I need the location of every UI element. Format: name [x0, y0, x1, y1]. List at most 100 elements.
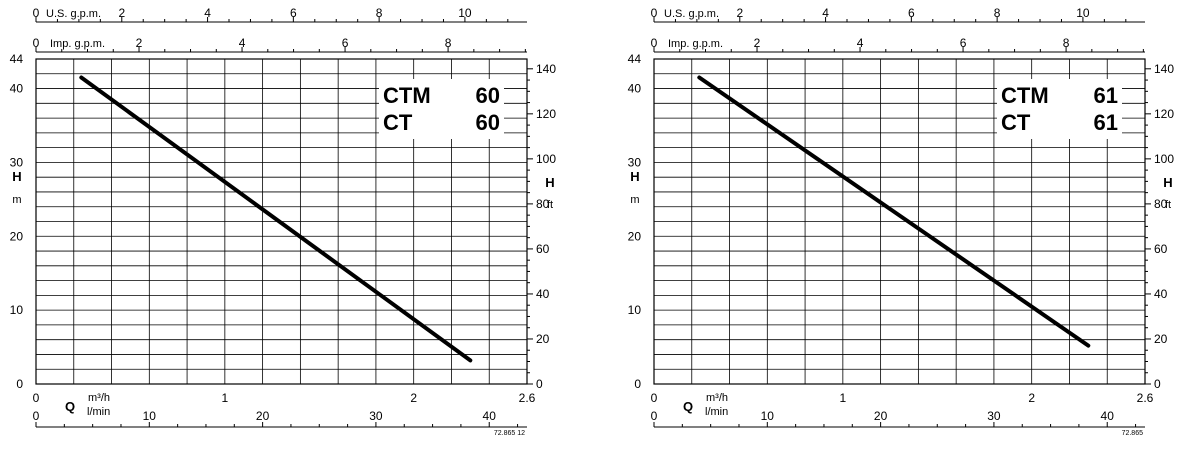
model-name: CTM — [383, 83, 431, 108]
y-axis-unit-right: ft — [1165, 199, 1171, 211]
usgpm-tick: 2 — [118, 6, 125, 20]
x-unit-lmin: l/min — [87, 406, 110, 418]
y-tick-ft: 80 — [536, 197, 550, 211]
usgpm-tick: 2 — [736, 6, 743, 20]
model-name: CT — [1001, 110, 1031, 135]
model-label-box — [379, 79, 504, 139]
y-tick-ft: 20 — [1154, 332, 1168, 346]
usgpm-tick: 6 — [290, 6, 297, 20]
x-unit-m3h: m³/h — [88, 392, 110, 404]
y-tick-m: 20 — [10, 229, 24, 243]
x-tick-lmin: 40 — [1101, 409, 1115, 423]
x-unit-m3h: m³/h — [706, 392, 728, 404]
model-number: 60 — [476, 83, 500, 108]
performance-curve — [79, 75, 473, 363]
y-axis-label-left: H — [12, 169, 21, 184]
x-tick-lmin: 0 — [33, 409, 40, 423]
impgpm-axis-label: Imp. g.p.m. — [668, 38, 723, 50]
x-tick-lmin: 30 — [369, 409, 383, 423]
usgpm-tick: 8 — [376, 6, 383, 20]
y-tick-m: 0 — [634, 377, 641, 391]
impgpm-tick: 8 — [445, 36, 452, 50]
usgpm-tick: 10 — [1076, 6, 1090, 20]
plot-frame — [35, 58, 528, 385]
x-tick-m3h: 2 — [410, 391, 417, 405]
model-number: 61 — [1094, 83, 1118, 108]
lmin-axis-ticks — [35, 422, 527, 428]
x-tick-lmin: 20 — [874, 409, 888, 423]
x-tick-lmin: 10 — [143, 409, 157, 423]
x-unit-lmin: l/min — [705, 406, 728, 418]
impgpm-tick: 6 — [960, 36, 967, 50]
x-tick-lmin: 40 — [483, 409, 497, 423]
y-tick-ft: 60 — [1154, 242, 1168, 256]
chart-reference-code: 72.865 12 — [494, 430, 525, 437]
usgpm-tick: 0 — [33, 6, 40, 20]
performance-curve — [697, 75, 1091, 348]
y-tick-m: 0 — [16, 377, 23, 391]
usgpm-tick: 10 — [458, 6, 472, 20]
y-tick-ft: 0 — [1154, 377, 1161, 391]
model-name: CT — [383, 110, 413, 135]
y-tick-ft: 40 — [1154, 287, 1168, 301]
model-number: 60 — [476, 110, 500, 135]
model-label-box — [997, 79, 1122, 139]
x-tick-lmin: 10 — [761, 409, 775, 423]
x-tick-lmin: 0 — [651, 409, 658, 423]
y-tick-m: 44 — [10, 52, 24, 66]
usgpm-tick: 4 — [822, 6, 829, 20]
y-tick-m: 30 — [10, 155, 24, 169]
y-tick-ft: 100 — [536, 152, 556, 166]
impgpm-tick: 6 — [342, 36, 349, 50]
model-number: 61 — [1094, 110, 1118, 135]
usgpm-tick: 6 — [908, 6, 915, 20]
y-tick-m: 30 — [628, 155, 642, 169]
y-tick-m: 10 — [10, 303, 24, 317]
right-axis-ticks — [1145, 68, 1151, 385]
y-tick-ft: 120 — [536, 107, 556, 121]
chart-reference-code: 72.865 — [1122, 430, 1144, 437]
right-axis-ticks — [527, 68, 533, 385]
y-tick-ft: 40 — [536, 287, 550, 301]
x-tick-m3h: 0 — [33, 391, 40, 405]
top-axes-ticks — [35, 17, 527, 53]
x-tick-m3h: 2 — [1028, 391, 1035, 405]
y-axis-label-left: H — [630, 169, 639, 184]
x-axis-label: Q — [65, 399, 75, 414]
usgpm-axis-label: U.S. g.p.m. — [46, 8, 101, 20]
usgpm-tick: 0 — [651, 6, 658, 20]
impgpm-tick: 0 — [33, 36, 40, 50]
usgpm-tick: 8 — [994, 6, 1001, 20]
impgpm-tick: 4 — [239, 36, 246, 50]
y-axis-unit-left: m — [12, 194, 21, 206]
y-tick-m: 10 — [628, 303, 642, 317]
impgpm-tick: 4 — [857, 36, 864, 50]
y-axis-unit-left: m — [630, 194, 639, 206]
y-tick-ft: 120 — [1154, 107, 1174, 121]
impgpm-tick: 2 — [136, 36, 143, 50]
x-tick-m3h: 2.6 — [1137, 391, 1154, 405]
x-tick-m3h: 1 — [222, 391, 229, 405]
plot-frame — [653, 58, 1146, 385]
x-tick-lmin: 30 — [987, 409, 1001, 423]
x-tick-m3h: 0 — [651, 391, 658, 405]
impgpm-axis-label: Imp. g.p.m. — [50, 38, 105, 50]
x-tick-m3h: 1 — [840, 391, 847, 405]
y-tick-m: 40 — [10, 82, 24, 96]
impgpm-tick: 8 — [1063, 36, 1070, 50]
y-axis-label-right: H — [545, 175, 554, 190]
impgpm-tick: 2 — [754, 36, 761, 50]
y-tick-ft: 0 — [536, 377, 543, 391]
y-tick-m: 20 — [628, 229, 642, 243]
usgpm-axis-label: U.S. g.p.m. — [664, 8, 719, 20]
model-name: CTM — [1001, 83, 1049, 108]
y-tick-ft: 20 — [536, 332, 550, 346]
y-tick-m: 40 — [628, 82, 642, 96]
y-tick-ft: 100 — [1154, 152, 1174, 166]
y-tick-ft: 140 — [536, 62, 556, 76]
lmin-axis-ticks — [653, 422, 1145, 428]
y-tick-m: 44 — [628, 52, 642, 66]
